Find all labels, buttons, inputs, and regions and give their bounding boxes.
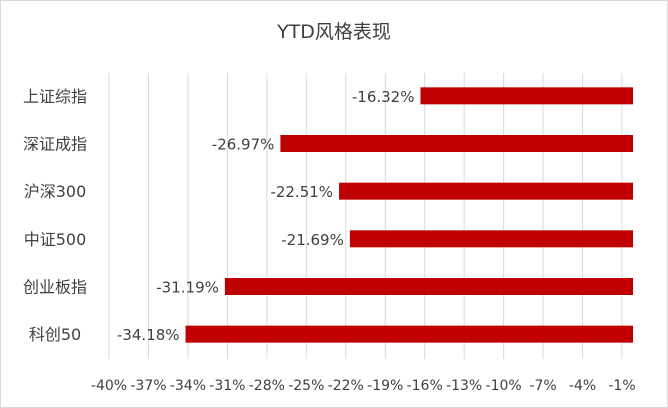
data-label: -31.19% bbox=[156, 279, 219, 297]
category-label: 中证500 bbox=[24, 230, 87, 249]
data-label: -26.97% bbox=[212, 136, 275, 154]
bar bbox=[349, 230, 633, 248]
x-tick-label: -16% bbox=[407, 378, 443, 394]
category-label: 科创50 bbox=[29, 325, 81, 344]
category-label: 沪深300 bbox=[24, 182, 87, 201]
x-tick-label: -25% bbox=[288, 378, 324, 394]
x-axis-tick-labels: -40% -37% -34% -31% -28% -25% -22% -19% -16% -13%… bbox=[91, 378, 636, 394]
data-label: -22.51% bbox=[270, 183, 333, 201]
data-label: -34.18% bbox=[117, 326, 180, 344]
category-label: 上证综指 bbox=[23, 87, 87, 106]
grid-lines bbox=[108, 73, 623, 359]
category-label: 深证成指 bbox=[23, 135, 87, 154]
bar bbox=[280, 135, 633, 152]
bars bbox=[185, 87, 634, 343]
x-tick-label: -34% bbox=[170, 378, 206, 394]
x-tick-label: -7% bbox=[529, 378, 556, 394]
x-tick-label: -10% bbox=[486, 378, 522, 394]
bar bbox=[224, 278, 634, 295]
x-tick-label: -19% bbox=[367, 378, 403, 394]
x-tick-label: -28% bbox=[249, 378, 285, 394]
data-label: -21.69% bbox=[281, 231, 344, 249]
category-label: 创业板指 bbox=[23, 278, 87, 297]
x-tick-label: -31% bbox=[209, 378, 245, 394]
x-tick-label: -1% bbox=[608, 378, 635, 394]
x-tick-label: -13% bbox=[446, 378, 482, 394]
bar bbox=[420, 87, 633, 105]
data-labels: -16.32% -26.97% -22.51% -21.69% -31.19% -34.1… bbox=[117, 88, 415, 344]
x-tick-label: -37% bbox=[130, 378, 166, 394]
bar bbox=[339, 182, 633, 200]
x-tick-label: -40% bbox=[91, 378, 127, 394]
data-label: -16.32% bbox=[352, 88, 415, 106]
x-tick-label: -4% bbox=[569, 378, 596, 394]
x-tick-label: -22% bbox=[328, 378, 364, 394]
chart-title: YTD风格表现 bbox=[276, 21, 391, 43]
bar bbox=[185, 325, 633, 343]
